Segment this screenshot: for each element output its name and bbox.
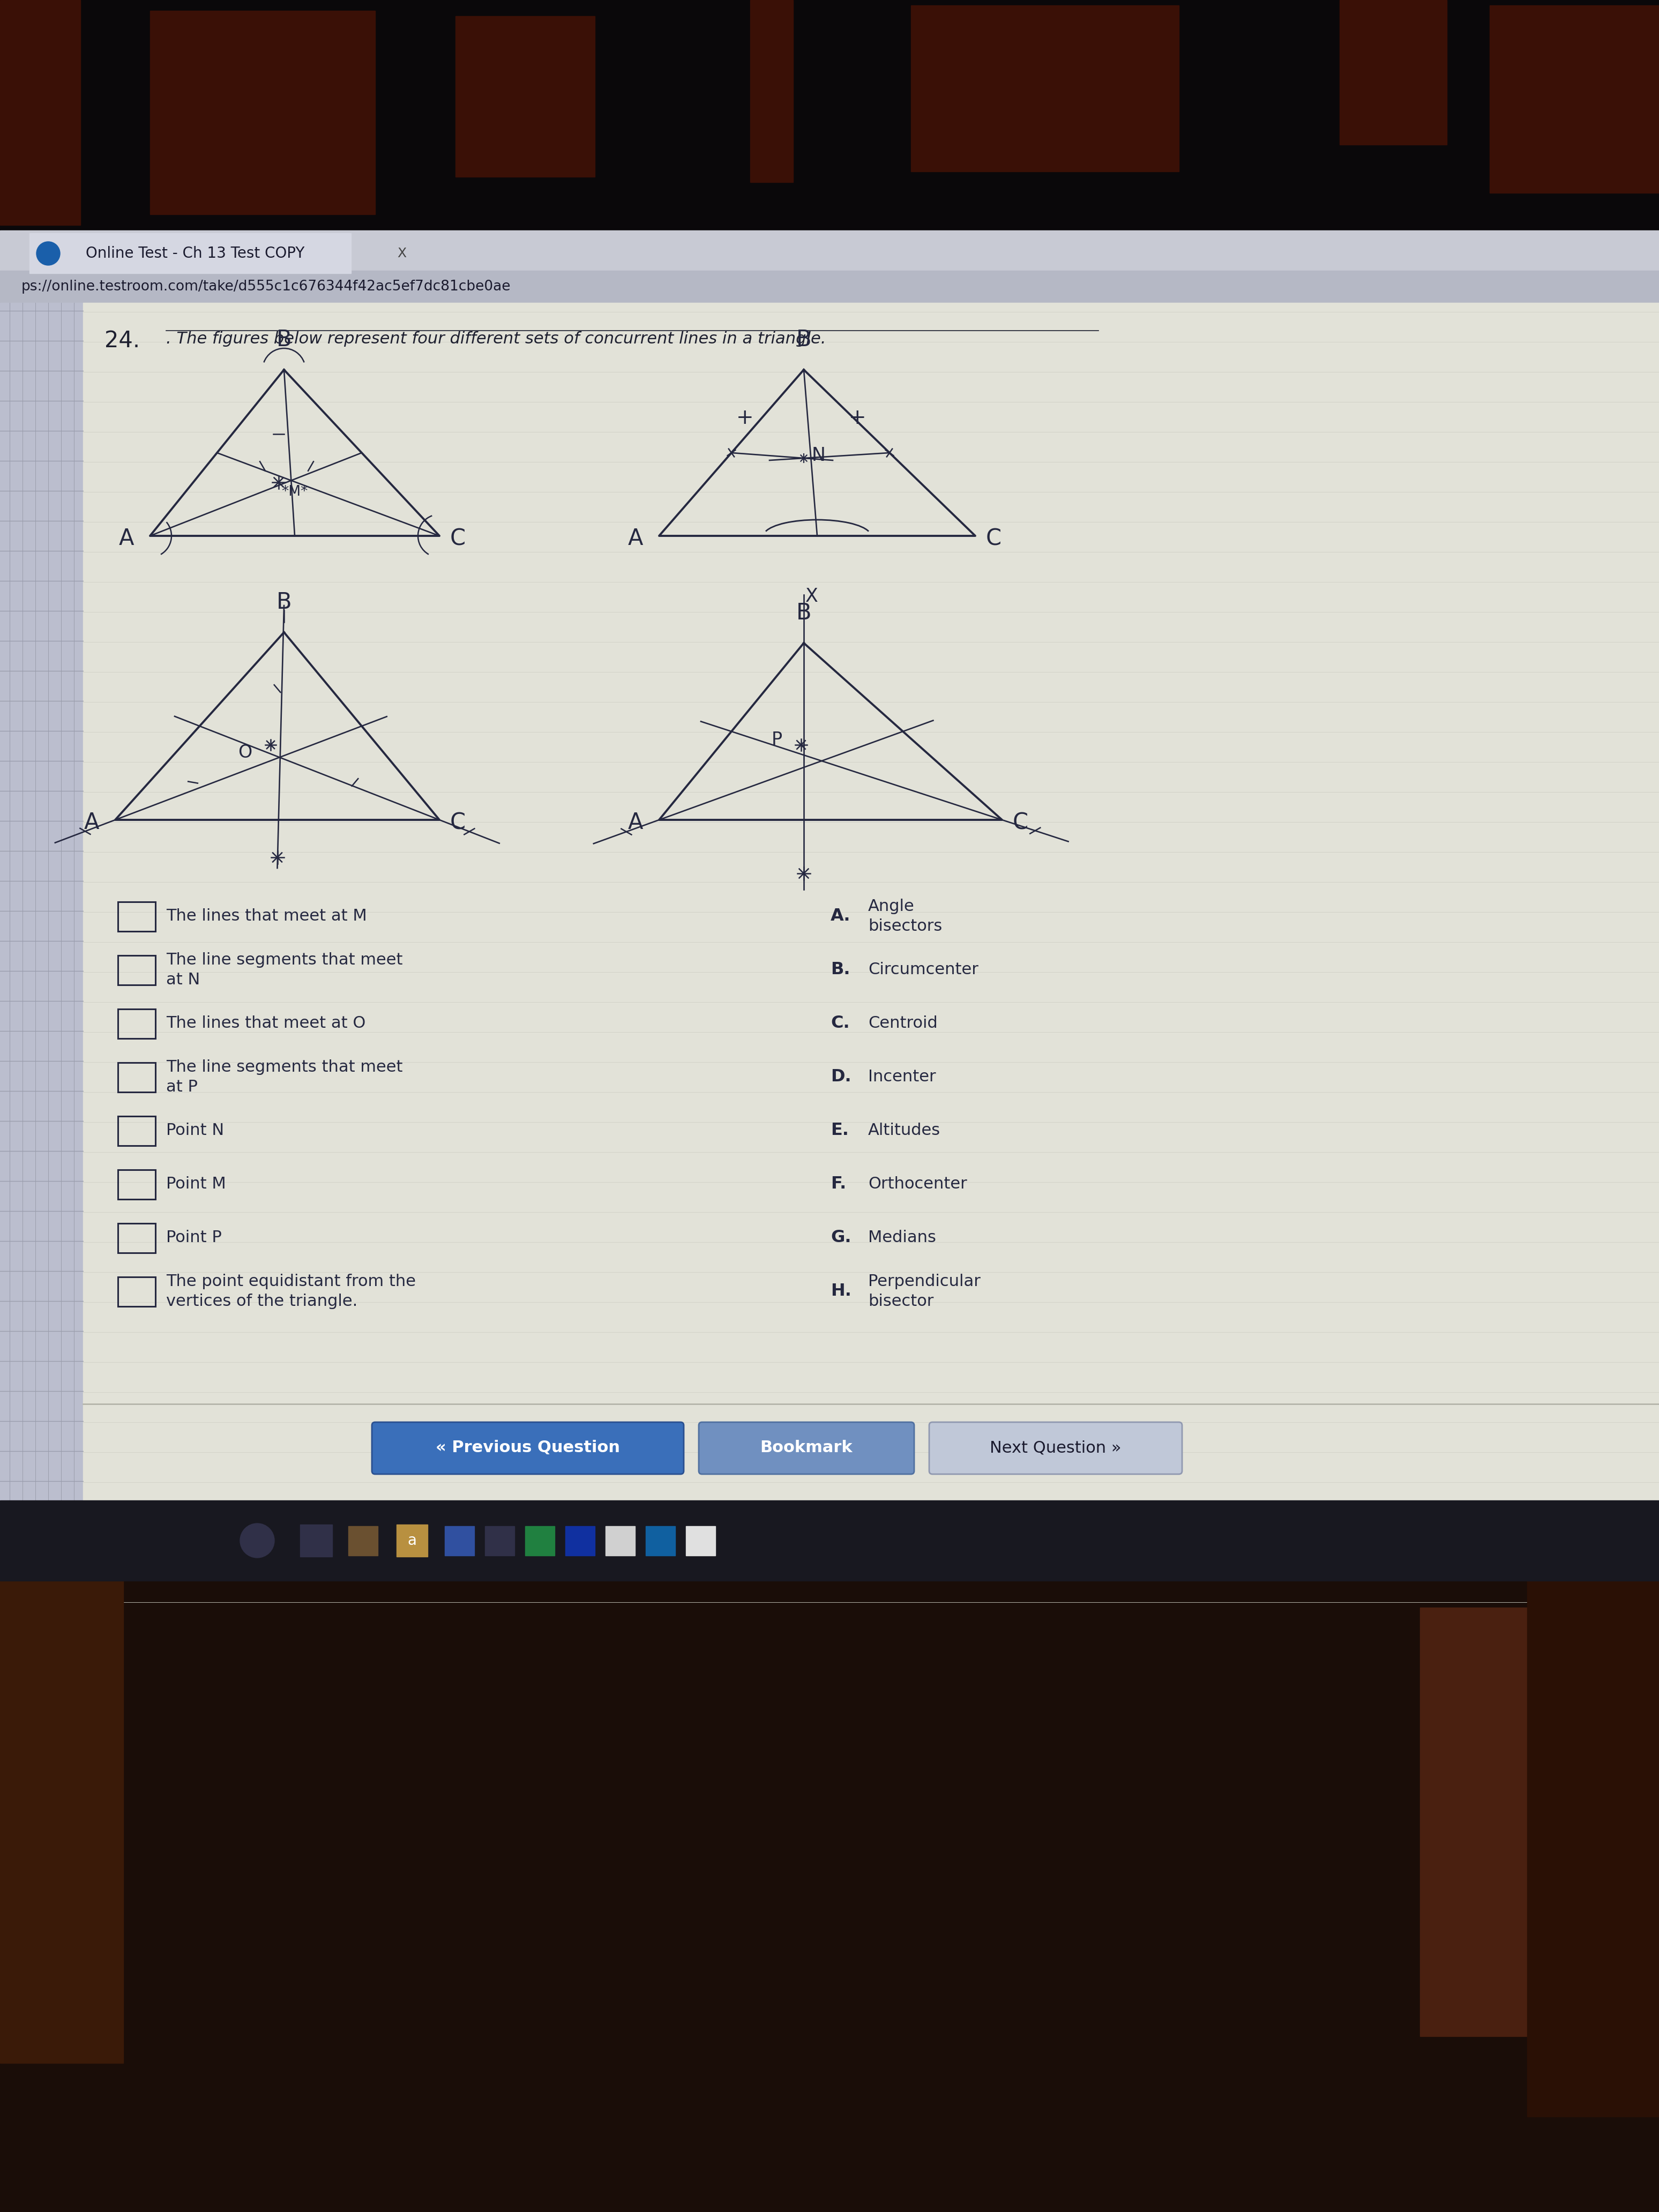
- Bar: [0, 1500, 1659, 1582]
- Text: F.: F.: [831, 1177, 846, 1192]
- Bar: [445, 1526, 474, 1555]
- Bar: [0, 303, 83, 1641]
- Text: A.: A.: [831, 907, 851, 925]
- Text: The lines that meet at O: The lines that meet at O: [166, 1015, 365, 1031]
- Text: G.: G.: [831, 1230, 851, 1245]
- Bar: [0, 230, 1659, 301]
- Text: Incenter: Incenter: [868, 1068, 936, 1084]
- Text: . The figures below represent four different sets of concurrent lines in a trian: . The figures below represent four diffe…: [166, 332, 826, 347]
- Text: B.: B.: [831, 962, 849, 978]
- Text: Point N: Point N: [166, 1124, 224, 1139]
- Text: A: A: [627, 526, 644, 551]
- Bar: [750, 0, 793, 181]
- Text: Point M: Point M: [166, 1177, 226, 1192]
- Text: +: +: [849, 407, 866, 429]
- Bar: [118, 902, 156, 931]
- Circle shape: [36, 241, 60, 265]
- Bar: [300, 1524, 332, 1557]
- Text: Orthocenter: Orthocenter: [868, 1177, 967, 1192]
- Text: C.: C.: [831, 1015, 849, 1031]
- Text: Medians: Medians: [868, 1230, 936, 1245]
- Text: Perpendicular
bisector: Perpendicular bisector: [868, 1274, 980, 1310]
- Text: 24.: 24.: [105, 330, 139, 352]
- Text: P: P: [771, 730, 783, 748]
- Text: a: a: [408, 1533, 416, 1548]
- Text: Angle
bisectors: Angle bisectors: [868, 898, 942, 933]
- Text: N: N: [811, 447, 826, 465]
- Bar: [0, 1582, 123, 2064]
- Bar: [456, 15, 596, 177]
- Bar: [30, 232, 352, 274]
- Text: +: +: [737, 407, 753, 429]
- Bar: [0, 0, 1659, 252]
- Circle shape: [241, 1524, 274, 1557]
- Text: O: O: [237, 743, 252, 761]
- Bar: [1490, 4, 1659, 192]
- Bar: [526, 1526, 554, 1555]
- Text: Centroid: Centroid: [868, 1015, 937, 1031]
- Bar: [118, 956, 156, 984]
- Bar: [911, 4, 1180, 173]
- Text: ps://online.testroom.com/take/d555c1c676344f42ac5ef7dc81cbe0ae: ps://online.testroom.com/take/d555c1c676…: [22, 279, 511, 294]
- Bar: [348, 1526, 378, 1555]
- Text: X: X: [806, 588, 818, 606]
- Bar: [606, 1526, 635, 1555]
- Text: A: A: [627, 812, 644, 834]
- Text: Circumcenter: Circumcenter: [868, 962, 979, 978]
- Text: The point equidistant from the
vertices of the triangle.: The point equidistant from the vertices …: [166, 1274, 416, 1310]
- FancyBboxPatch shape: [929, 1422, 1183, 1473]
- Text: Bookmark: Bookmark: [760, 1440, 853, 1455]
- Text: X: X: [397, 248, 406, 259]
- Bar: [149, 11, 375, 215]
- Bar: [645, 1526, 675, 1555]
- Bar: [1528, 1582, 1659, 2117]
- Text: Online Test - Ch 13 Test COPY: Online Test - Ch 13 Test COPY: [86, 246, 305, 261]
- Bar: [118, 1062, 156, 1093]
- Text: The line segments that meet
at P: The line segments that meet at P: [166, 1060, 403, 1095]
- Text: A: A: [119, 526, 134, 551]
- Text: B: B: [796, 327, 811, 352]
- Text: Next Question »: Next Question »: [990, 1440, 1121, 1455]
- Text: B: B: [277, 327, 292, 352]
- Bar: [118, 1170, 156, 1199]
- FancyBboxPatch shape: [372, 1422, 684, 1473]
- Bar: [397, 1524, 428, 1557]
- Text: E.: E.: [831, 1121, 849, 1139]
- Bar: [1420, 1608, 1659, 2037]
- Text: B: B: [277, 591, 292, 613]
- Bar: [118, 1223, 156, 1252]
- Text: Point P: Point P: [166, 1230, 222, 1245]
- Text: C: C: [985, 526, 1002, 551]
- Text: A: A: [85, 812, 100, 834]
- Text: C: C: [450, 526, 466, 551]
- Text: The lines that meet at M: The lines that meet at M: [166, 909, 367, 925]
- Bar: [566, 1526, 596, 1555]
- Bar: [118, 1276, 156, 1307]
- Bar: [1339, 0, 1447, 144]
- Bar: [83, 303, 1659, 1641]
- Text: C: C: [450, 812, 466, 834]
- Bar: [0, 270, 1659, 303]
- Text: C: C: [1012, 812, 1029, 834]
- Bar: [0, 1582, 1659, 2212]
- Bar: [685, 1526, 715, 1555]
- Text: B: B: [796, 602, 811, 624]
- FancyBboxPatch shape: [698, 1422, 914, 1473]
- Bar: [0, 0, 80, 226]
- Bar: [118, 1117, 156, 1146]
- Text: The line segments that meet
at N: The line segments that meet at N: [166, 951, 403, 987]
- Bar: [118, 1009, 156, 1037]
- Bar: [484, 1526, 514, 1555]
- Text: D.: D.: [831, 1068, 851, 1086]
- Text: Altitudes: Altitudes: [868, 1124, 941, 1139]
- Text: « Previous Question: « Previous Question: [436, 1440, 620, 1455]
- Text: *M*: *M*: [282, 484, 309, 500]
- Text: H.: H.: [831, 1283, 851, 1301]
